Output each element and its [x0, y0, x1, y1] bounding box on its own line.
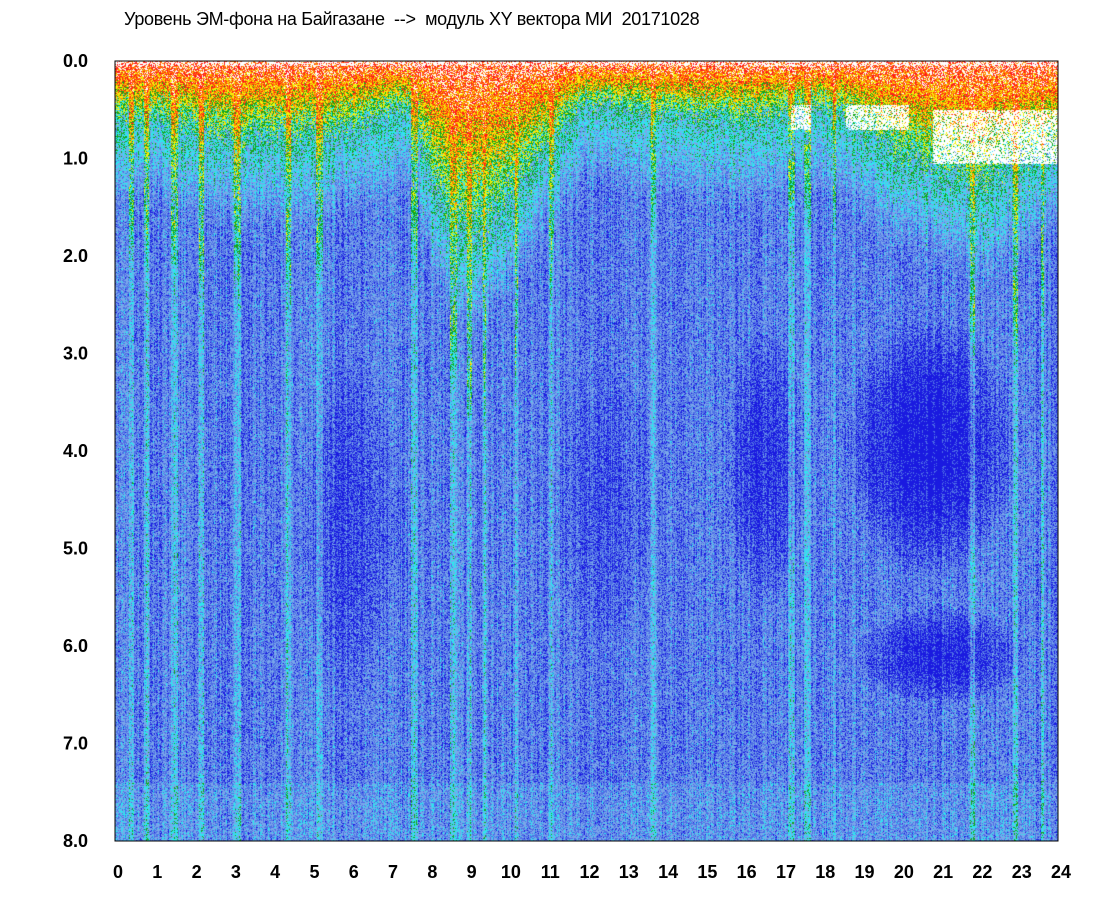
x-tick-label: 14: [658, 862, 678, 882]
x-tick-label: 11: [541, 862, 560, 882]
x-tick-label: 7: [388, 862, 398, 882]
x-axis: 0 1 2 3 4 5 6 7 8 9 10 11 12 13 14 15 16 17 18 19 20 21 22 23 24: [113, 862, 1071, 882]
x-tick-label: 23: [1012, 862, 1032, 882]
y-tick-label: 3.0: [63, 344, 88, 364]
x-tick-label: 8: [427, 862, 437, 882]
x-tick-label: 17: [776, 862, 796, 882]
x-tick-label: 5: [309, 862, 319, 882]
x-tick-label: 0: [113, 862, 123, 882]
y-tick-label: 5.0: [63, 539, 88, 559]
y-tick-label: 0.0: [63, 51, 88, 71]
x-tick-label: 22: [972, 862, 992, 882]
y-tick-label: 4.0: [63, 441, 88, 461]
x-tick-label: 9: [467, 862, 477, 882]
y-tick-label: 6.0: [63, 636, 88, 656]
x-tick-label: 2: [192, 862, 202, 882]
x-tick-label: 20: [894, 862, 914, 882]
x-tick-label: 24: [1051, 862, 1071, 882]
y-tick-label: 1.0: [63, 149, 88, 169]
y-axis: 0.0 1.0 2.0 3.0 4.0 5.0 6.0 7.0 8.0: [63, 51, 88, 851]
y-tick-label: 2.0: [63, 246, 88, 266]
x-tick-label: 21: [933, 862, 953, 882]
x-tick-label: 12: [579, 862, 599, 882]
heatmap-canvas: [115, 61, 1058, 841]
plot-frame: [114, 60, 1059, 842]
x-tick-label: 15: [697, 862, 717, 882]
x-tick-label: 16: [737, 862, 757, 882]
heatmap-holder: [115, 61, 1058, 841]
x-tick-label: 1: [152, 862, 162, 882]
chart-title: Уровень ЭМ-фона на Байгазане --> модуль …: [124, 9, 700, 29]
x-tick-label: 3: [231, 862, 241, 882]
plot-area: [114, 60, 1059, 842]
x-tick-label: 13: [619, 862, 639, 882]
x-tick-label: 4: [270, 862, 280, 882]
y-tick-label: 7.0: [63, 734, 88, 754]
x-tick-label: 18: [815, 862, 835, 882]
x-tick-label: 6: [349, 862, 359, 882]
y-tick-label: 8.0: [63, 831, 88, 851]
x-tick-label: 19: [855, 862, 875, 882]
x-tick-label: 10: [501, 862, 521, 882]
